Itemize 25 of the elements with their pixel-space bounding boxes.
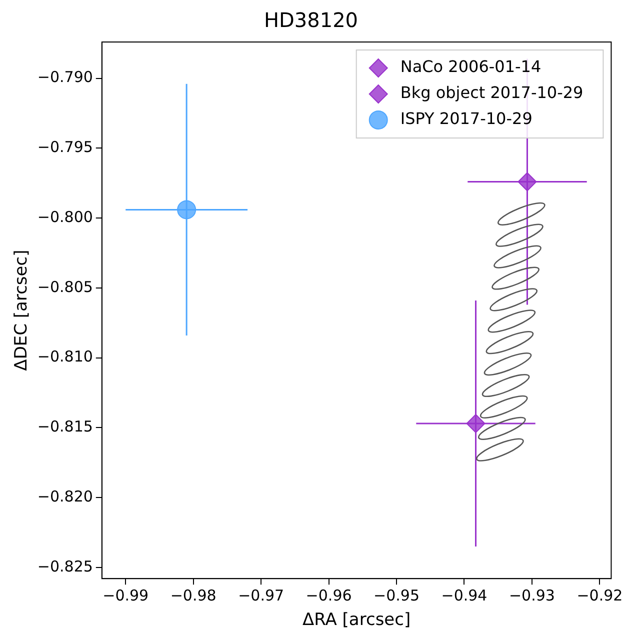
x-tick-label: −0.97 <box>238 586 284 604</box>
point <box>177 200 196 220</box>
y-axis-title: ΔDEC [arcsec] <box>12 250 32 371</box>
x-tick-label: −0.93 <box>508 586 555 604</box>
point <box>518 172 537 192</box>
x-tick-label: −0.98 <box>170 586 216 604</box>
legend-label: NaCo 2006-01-14 <box>400 57 542 76</box>
chart-title: HD38120 <box>264 8 358 32</box>
y-tick-label: −0.820 <box>37 487 93 506</box>
point <box>466 414 486 433</box>
x-tick-label: −0.94 <box>441 586 488 604</box>
x-axis-title: ΔRA [arcsec] <box>302 610 411 630</box>
x-tick-label: −0.96 <box>306 586 352 604</box>
x-tick-label: −0.95 <box>374 586 420 604</box>
y-tick-label: −0.795 <box>37 138 93 156</box>
y-tick-label: −0.810 <box>37 348 93 366</box>
y-tick-label: −0.805 <box>37 278 93 296</box>
x-tick-label: −0.99 <box>102 586 149 604</box>
y-tick-label: −0.815 <box>37 418 93 436</box>
legend-label: ISPY 2017-10-29 <box>400 109 532 128</box>
x-tick-label: −0.92 <box>576 586 623 604</box>
y-tick-label: −0.800 <box>37 208 93 226</box>
legend-label: Bkg object 2017-10-29 <box>400 83 584 102</box>
y-tick-label: −0.790 <box>37 68 93 86</box>
y-tick-label: −0.825 <box>37 557 93 576</box>
